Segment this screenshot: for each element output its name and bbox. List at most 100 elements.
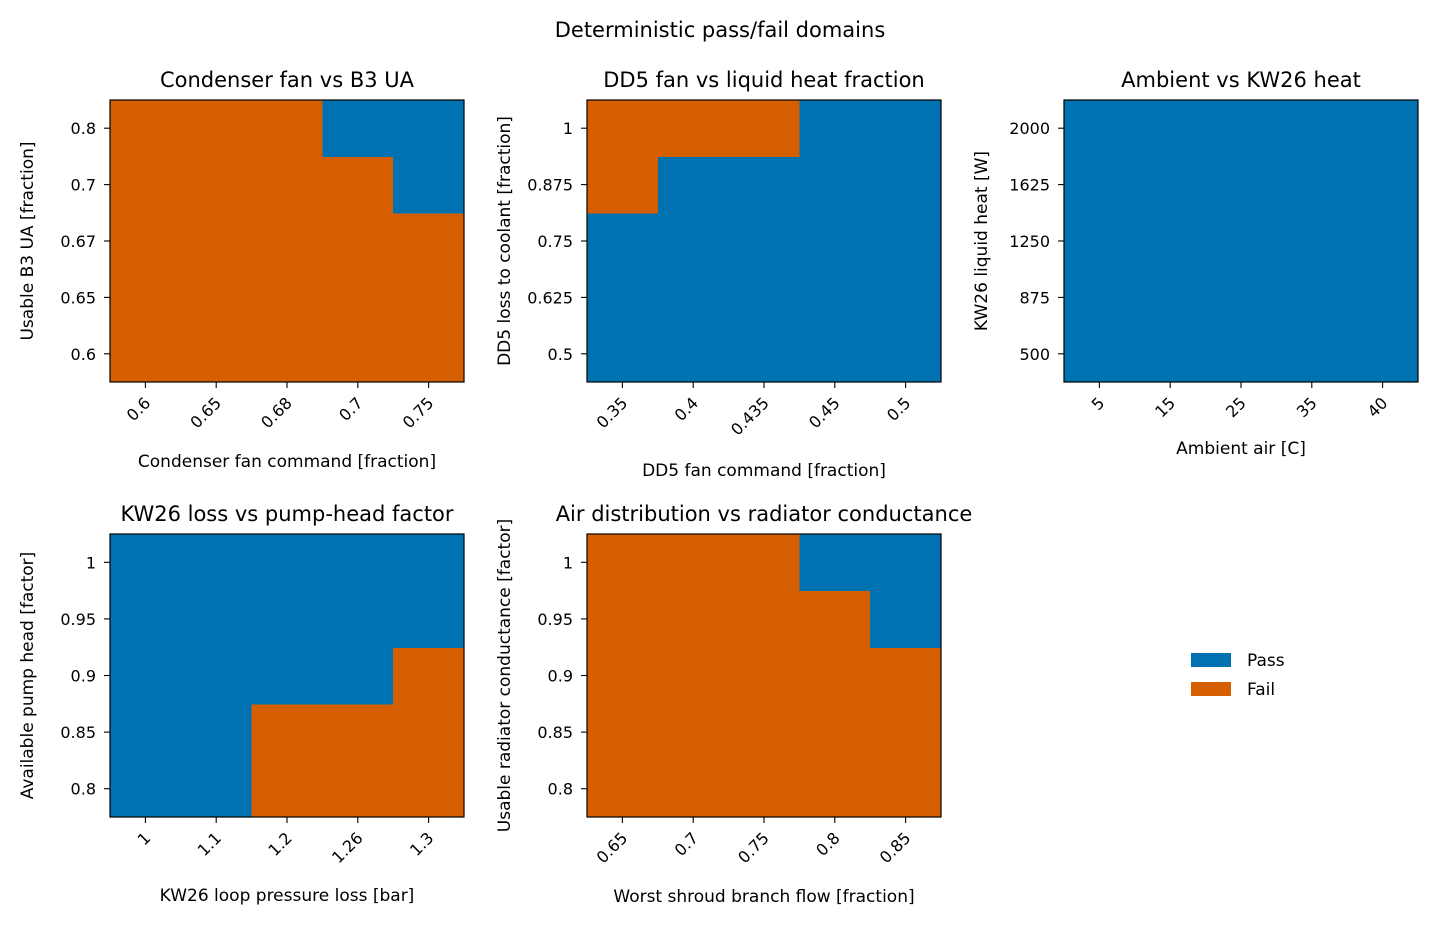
heatmap-cell-pass [251,534,323,592]
heatmap-cells [1064,100,1419,383]
heatmap-cell-pass [728,212,800,270]
heatmap-cell-fail [728,760,800,818]
heatmap-cell-fail [587,156,659,214]
heatmap-cell-fail [799,647,871,705]
x-tick-label: 0.65 [186,393,225,432]
heatmap-cell-pass [657,269,730,327]
heatmap-cells [587,534,942,818]
heatmap-cells [587,100,942,383]
heatmap-cell-fail [587,703,659,761]
y-tick-label: 1 [86,553,96,572]
heatmap-cell-fail [180,269,253,327]
heatmap-cell-fail [587,534,659,592]
y-tick-label: 0.8 [71,780,96,799]
y-axis-label: Available pump head [factor] [18,552,38,800]
heatmap-cell-pass [1276,212,1348,270]
panel-title: DD5 fan vs liquid heat fraction [603,68,925,92]
x-tick-label: 0.7 [335,393,366,424]
heatmap-cell-pass [1134,325,1207,383]
x-tick-label: 0.45 [805,393,844,432]
panel-2: DD5 fan vs liquid heat fraction 0.35 0.4 0.… [495,68,942,481]
heatmap-cell-fail [728,100,800,157]
y-tick-label: 1 [563,553,573,572]
heatmap-cell-pass [180,590,253,648]
heatmap-cell-fail [251,212,323,270]
heatmap-cell-fail [657,590,730,648]
heatmap-cell-fail [180,212,253,270]
y-tick-label: 0.5 [548,345,573,364]
y-tick-label: 1250 [1009,232,1050,251]
y-axis-label: Usable B3 UA [fraction] [18,141,38,340]
x-tick-label: 0.6 [123,393,154,424]
y-tick-label: 0.85 [60,723,96,742]
heatmap-cell-pass [1347,325,1419,383]
x-tick-label: 0.75 [399,393,438,432]
heatmap-cell-pass [1347,100,1419,157]
heatmap-cell-pass [1134,269,1207,327]
panels: Condenser fan vs B3 UA0.6 0.65 0.68 0.7 0.75… [18,68,1419,907]
heatmap-cell-pass [251,647,323,705]
heatmap-cell-pass [1134,212,1207,270]
heatmap-cell-pass [180,647,253,705]
heatmap-cell-pass [799,269,871,327]
y-tick-label: 0.8 [71,119,96,138]
y-tick-label: 0.625 [527,288,573,307]
heatmap-cell-pass [1276,325,1348,383]
heatmap-cell-fail [180,325,253,383]
heatmap-cell-fail [393,212,465,270]
y-tick-label: 0.9 [548,667,573,686]
heatmap-cell-pass [1064,156,1136,214]
y-axis-label: Usable radiator conductance [factor] [495,519,515,832]
heatmap-cell-pass [799,156,871,214]
heatmap-cell-pass [322,534,394,592]
y-tick-label: 0.6 [71,345,96,364]
heatmap-cell-pass [587,325,659,383]
x-tick-label: 0.65 [593,828,632,867]
y-axis-label: DD5 loss to coolant [fraction] [495,116,515,366]
heatmap-cell-fail [657,760,730,818]
heatmap-cell-pass [870,325,942,383]
x-tick-label: 0.435 [727,393,773,439]
heatmap-cell-pass [1205,156,1277,214]
heatmap-cells [110,534,465,818]
heatmap-cell-pass [393,534,465,592]
y-tick-label: 875 [1019,288,1050,307]
heatmap-cell-fail [393,703,465,761]
heatmap-cell-pass [1347,212,1419,270]
heatmap-cell-pass [799,212,871,270]
x-axis-label: Worst shroud branch flow [fraction] [613,887,914,907]
heatmap-cell-fail [180,156,253,214]
x-tick-label: 1.2 [264,828,295,859]
heatmap-cell-pass [1064,325,1136,383]
heatmap-cell-fail [251,100,323,157]
panel-4: KW26 loss vs pump-head factor 1 1.1 1.2 1.26… [18,502,465,906]
heatmap-cell-fail [322,703,394,761]
x-tick-label: 1.3 [406,828,437,859]
x-tick-label: 25 [1222,393,1250,421]
heatmap-cell-pass [728,156,800,214]
heatmap-cell-pass [728,325,800,383]
heatmap-cell-fail [870,703,942,761]
heatmap-cell-fail [322,760,394,818]
heatmap-cell-pass [393,100,465,157]
heatmap-cell-pass [870,269,942,327]
heatmap-cell-fail [251,156,323,214]
x-tick-label: 0.35 [593,393,632,432]
heatmap-cell-fail [799,590,871,648]
x-tick-label: 0.68 [257,393,296,432]
panel-title: Condenser fan vs B3 UA [160,68,415,92]
heatmap-cell-pass [110,590,182,648]
heatmap-cell-pass [251,590,323,648]
x-tick-label: 15 [1151,393,1179,421]
heatmap-cell-fail [393,760,465,818]
y-axis-label: KW26 liquid heat [W] [972,151,992,331]
legend-label-fail: Fail [1247,680,1275,700]
legend-swatch-fail [1191,682,1231,696]
heatmap-cell-fail [657,100,730,157]
y-tick-label: 0.65 [60,288,96,307]
x-tick-label: 5 [1088,393,1109,414]
heatmap-cell-pass [393,590,465,648]
heatmap-cell-pass [657,325,730,383]
y-tick-label: 1625 [1009,176,1050,195]
